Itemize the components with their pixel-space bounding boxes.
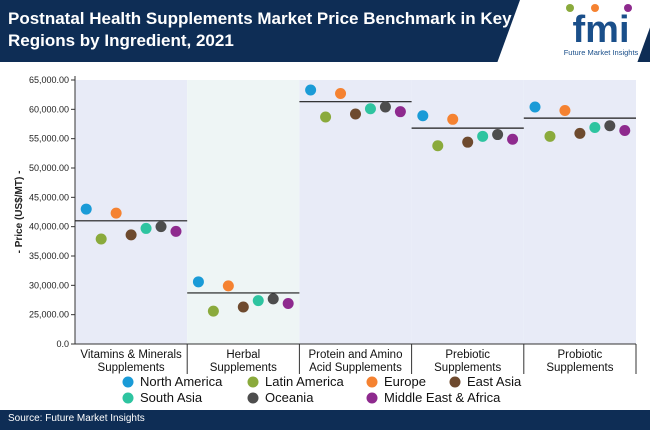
- fmi-logo: fmi Future Market Insights: [564, 4, 639, 57]
- data-point: [267, 293, 279, 305]
- data-point: [507, 133, 519, 145]
- logo-dot-orange: [591, 4, 599, 12]
- legend-label: Middle East & Africa: [384, 390, 501, 405]
- x-tick-label: Prebiotic: [445, 349, 490, 361]
- data-point: [320, 111, 332, 123]
- data-point: [432, 140, 444, 152]
- x-tick-label: Protein and Amino: [309, 349, 403, 361]
- data-point: [335, 87, 347, 99]
- data-point: [237, 301, 249, 313]
- data-point: [559, 105, 571, 117]
- data-point: [222, 280, 234, 292]
- x-tick-label: Supplements: [434, 362, 501, 374]
- data-point: [350, 108, 361, 120]
- x-tick-label: Acid Supplements: [309, 362, 402, 374]
- data-point: [140, 222, 152, 234]
- legend-label: Oceania: [265, 390, 314, 405]
- legend-marker: [366, 376, 378, 388]
- data-point: [95, 233, 107, 245]
- y-tick-label: 40,000.00: [29, 222, 69, 232]
- logo-tagline: Future Market Insights: [564, 48, 639, 57]
- x-tick-label: Supplements: [210, 362, 277, 374]
- data-point: [170, 225, 182, 237]
- data-point: [252, 295, 264, 307]
- data-point: [305, 84, 317, 96]
- data-point: [462, 136, 474, 148]
- legend-marker: [122, 392, 134, 404]
- data-point: [192, 276, 204, 288]
- data-point: [604, 120, 616, 132]
- category-band: [75, 80, 188, 344]
- chart-area: 0.0 25,000.00 30,000.00 35,000.00 40,000.00 4…: [0, 62, 650, 410]
- source-note: Source: Future Market Insights: [8, 413, 145, 424]
- category-band: [299, 80, 412, 344]
- y-tick-label: 45,000.00: [29, 192, 69, 202]
- category-band: [411, 80, 524, 344]
- legend-marker: [122, 376, 134, 388]
- y-tick-label: 25,000.00: [29, 310, 69, 320]
- legend-label: South Asia: [140, 390, 203, 405]
- data-point: [155, 221, 167, 233]
- y-tick-label: 50,000.00: [29, 163, 69, 173]
- y-tick-label: 65,000.00: [29, 75, 69, 85]
- logo-dot-green: [566, 4, 574, 12]
- data-point: [394, 106, 406, 118]
- y-tick-label: 55,000.00: [29, 134, 69, 144]
- x-tick-label: Vitamins & Minerals: [80, 349, 182, 361]
- y-tick-label: 60,000.00: [29, 104, 69, 114]
- legend-marker: [449, 376, 461, 388]
- data-point: [207, 305, 219, 317]
- legend-marker: [247, 376, 259, 388]
- legend-marker: [247, 392, 259, 404]
- data-point: [364, 103, 376, 115]
- legend-label: Europe: [384, 374, 426, 389]
- header-banner: Postnatal Health Supplements Market Pric…: [0, 0, 650, 62]
- y-tick-label: 30,000.00: [29, 280, 69, 290]
- data-point: [110, 207, 122, 219]
- y-tick-label: 0.0: [56, 339, 69, 349]
- x-tick-label: Herbal: [226, 349, 260, 361]
- data-point: [417, 110, 429, 122]
- data-point: [589, 122, 601, 134]
- data-point: [544, 130, 556, 142]
- category-band: [523, 80, 636, 344]
- legend-marker: [366, 392, 378, 404]
- logo-dot-purple: [624, 4, 632, 12]
- data-point: [529, 101, 541, 113]
- data-point: [379, 101, 391, 113]
- x-tick-label: Supplements: [546, 362, 613, 374]
- data-point: [447, 113, 459, 125]
- legend-label: North America: [140, 374, 223, 389]
- chart-title: Postnatal Health Supplements Market Pric…: [8, 9, 512, 50]
- data-point: [282, 298, 294, 310]
- legend-label: Latin America: [265, 374, 345, 389]
- logo-wordmark: fmi: [573, 9, 630, 51]
- category-band: [187, 80, 300, 344]
- data-point: [492, 129, 504, 141]
- x-tick-label: Probiotic: [558, 349, 603, 361]
- footer-bar: Source: Future Market Insights: [0, 410, 650, 430]
- y-axis-label: - Price (US$/MT) -: [14, 171, 25, 254]
- legend-label: East Asia: [467, 374, 522, 389]
- price-scatter-chart: 0.0 25,000.00 30,000.00 35,000.00 40,000.00 4…: [14, 75, 637, 405]
- data-point: [80, 203, 92, 215]
- y-tick-label: 35,000.00: [29, 251, 69, 261]
- data-point: [125, 229, 137, 241]
- data-point: [619, 124, 631, 136]
- x-tick-label: Supplements: [98, 362, 165, 374]
- data-point: [574, 127, 586, 139]
- data-point: [477, 130, 489, 142]
